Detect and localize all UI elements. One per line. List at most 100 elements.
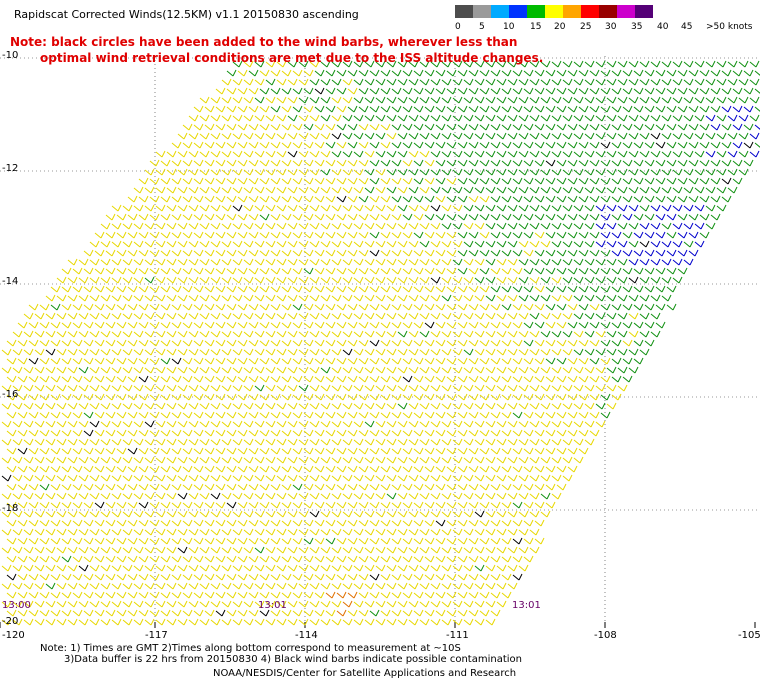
- wind-barb: [276, 348, 287, 356]
- wind-barb: [34, 384, 45, 392]
- wind-barb: [122, 204, 133, 212]
- wind-barb: [501, 339, 512, 347]
- wind-barb: [259, 123, 270, 131]
- wind-barb: [171, 537, 182, 545]
- wind-barb: [188, 168, 199, 176]
- wind-barb: [600, 159, 611, 167]
- wind-barb: [567, 159, 578, 167]
- wind-barb: [116, 591, 127, 599]
- wind-barb: [551, 474, 562, 482]
- wind-barb: [243, 330, 254, 338]
- wind-barb: [501, 537, 512, 545]
- wind-barb: [28, 501, 39, 509]
- wind-barb: [347, 69, 358, 77]
- wind-barb: [210, 438, 221, 446]
- wind-barb: [100, 546, 111, 554]
- wind-barb: [490, 177, 501, 185]
- wind-barb: [353, 132, 364, 140]
- wind-barb: [188, 582, 199, 590]
- wind-barb: [67, 348, 78, 356]
- wind-barb: [111, 564, 122, 572]
- wind-barb: [221, 294, 232, 302]
- wind-barb: [562, 330, 573, 338]
- wind-barb: [122, 366, 133, 374]
- wind-barb: [446, 105, 457, 113]
- wind-barb: [226, 177, 237, 185]
- wind-barb: [138, 609, 149, 617]
- wind-barb: [639, 348, 650, 356]
- wind-barb: [391, 303, 402, 311]
- wind-barb: [116, 303, 127, 311]
- wind-barb: [507, 258, 518, 266]
- wind-barb: [529, 366, 540, 374]
- wind-barb: [171, 429, 182, 437]
- wind-barb: [259, 159, 270, 167]
- wind-barb: [138, 573, 149, 581]
- wind-barb: [193, 249, 204, 257]
- wind-barb: [644, 303, 655, 311]
- wind-barb: [523, 411, 534, 419]
- wind-barb: [430, 564, 441, 572]
- wind-barb: [111, 258, 122, 266]
- wind-barb: [347, 483, 358, 491]
- wind-barb: [50, 465, 61, 473]
- wind-barb: [435, 537, 446, 545]
- wind-barb: [490, 339, 501, 347]
- wind-barb: [523, 123, 534, 131]
- wind-barb: [177, 402, 188, 410]
- wind-barb: [336, 69, 347, 77]
- wind-barb: [199, 330, 210, 338]
- wind-barb: [446, 267, 457, 275]
- wind-barb: [732, 105, 743, 113]
- wind-barb: [199, 456, 210, 464]
- wind-barb: [441, 60, 452, 68]
- wind-barb: [232, 528, 243, 536]
- wind-barb: [166, 222, 177, 230]
- wind-barb: [265, 618, 276, 626]
- wind-barb: [298, 150, 309, 158]
- wind-barb: [358, 375, 369, 383]
- wind-barb: [56, 276, 67, 284]
- wind-barb: [430, 294, 441, 302]
- wind-barb: [254, 186, 265, 194]
- wind-barb: [138, 303, 149, 311]
- wind-barb: [287, 222, 298, 230]
- wind-barb: [402, 249, 413, 257]
- wind-barb: [485, 132, 496, 140]
- wind-barb: [314, 501, 325, 509]
- wind-barb: [551, 114, 562, 122]
- wind-barb: [501, 573, 512, 581]
- wind-barb: [188, 438, 199, 446]
- wind-barb: [144, 330, 155, 338]
- wind-barb: [243, 114, 254, 122]
- wind-barb: [237, 609, 248, 617]
- wind-barb: [633, 87, 644, 95]
- wind-barb: [303, 141, 314, 149]
- wind-barb: [144, 438, 155, 446]
- wind-barb: [177, 564, 188, 572]
- wind-barb: [320, 402, 331, 410]
- wind-barb: [72, 303, 83, 311]
- wind-barb: [298, 96, 309, 104]
- wind-barb: [485, 222, 496, 230]
- wind-barb: [628, 366, 639, 374]
- wind-barb: [12, 438, 23, 446]
- wind-barb: [6, 411, 17, 419]
- wind-barb: [479, 411, 490, 419]
- colorbar-swatch-6: [563, 5, 581, 18]
- wind-barb: [276, 204, 287, 212]
- wind-barb: [446, 231, 457, 239]
- wind-barb: [578, 87, 589, 95]
- wind-barb: [512, 501, 523, 509]
- wind-barb: [226, 321, 237, 329]
- wind-barb: [237, 573, 248, 581]
- wind-barb: [523, 105, 534, 113]
- wind-barb: [314, 213, 325, 221]
- wind-barb: [17, 519, 28, 527]
- wind-barb: [397, 600, 408, 608]
- wind-barb: [644, 105, 655, 113]
- wind-barb: [292, 87, 303, 95]
- wind-barb: [221, 366, 232, 374]
- wind-barb: [210, 492, 221, 500]
- wind-barb: [243, 582, 254, 590]
